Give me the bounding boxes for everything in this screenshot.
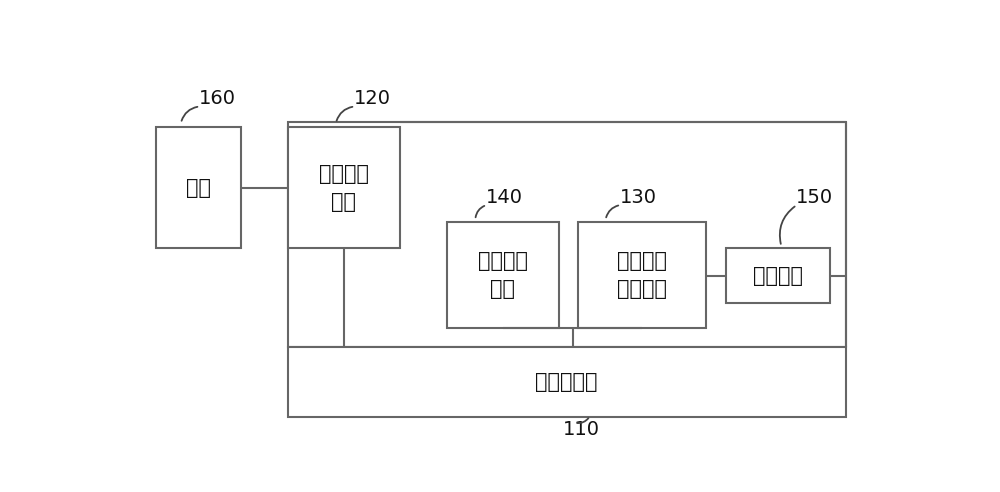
Text: 通信电源
模块: 通信电源 模块	[478, 251, 528, 299]
Text: 160: 160	[199, 90, 236, 108]
Bar	[578, 222, 706, 328]
Bar	[288, 127, 400, 248]
Text: 电源管理
模块: 电源管理 模块	[319, 164, 369, 212]
Text: 130: 130	[619, 188, 656, 207]
Text: 110: 110	[563, 420, 600, 439]
Text: 起爆电压
调节模块: 起爆电压 调节模块	[617, 251, 667, 299]
Text: 120: 120	[354, 90, 391, 108]
Bar	[726, 248, 830, 304]
Bar	[288, 122, 846, 347]
Bar	[156, 127, 241, 248]
Text: 微控制模块: 微控制模块	[536, 372, 598, 392]
Bar	[447, 222, 559, 328]
Text: 150: 150	[795, 188, 832, 207]
Bar	[288, 347, 846, 417]
Text: 140: 140	[485, 188, 522, 207]
Text: 电池: 电池	[186, 178, 211, 198]
Text: 通信接口: 通信接口	[753, 266, 803, 286]
